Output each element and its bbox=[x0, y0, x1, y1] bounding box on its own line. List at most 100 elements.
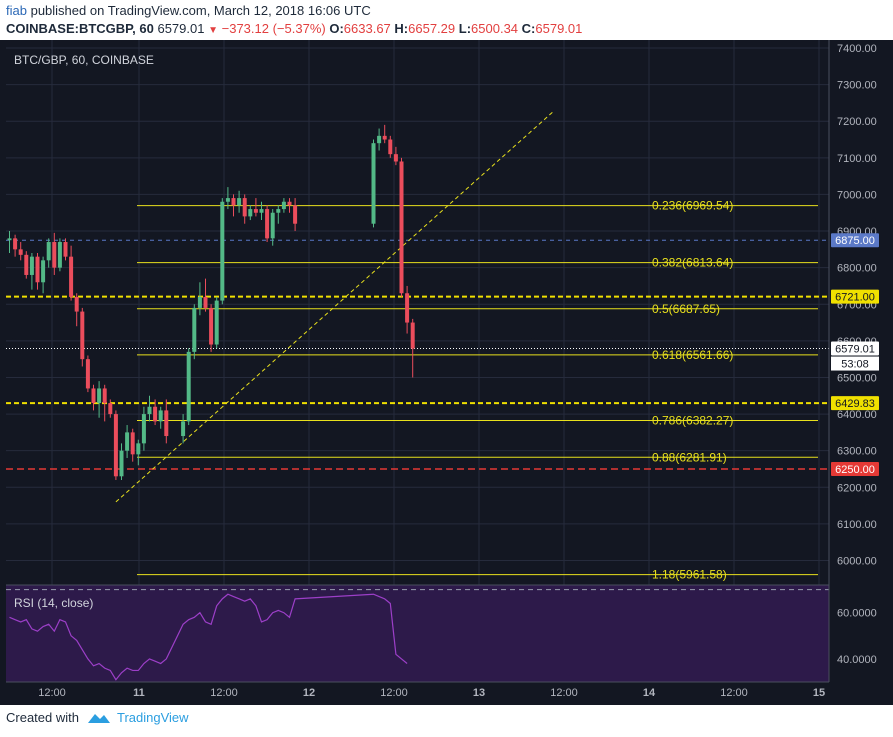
candle-body bbox=[97, 388, 102, 404]
price-tick-label: 7100.00 bbox=[837, 153, 877, 165]
rsi-pane-background bbox=[6, 585, 829, 682]
candle-body bbox=[158, 410, 163, 422]
price-badge bbox=[831, 341, 879, 356]
symbol-label: COINBASE:BTCGBP, 60 bbox=[6, 21, 154, 36]
price-badge-label: 6721.00 bbox=[835, 292, 875, 304]
time-tick-label: 11 bbox=[133, 687, 145, 699]
candle-body bbox=[69, 256, 74, 297]
candle-body bbox=[253, 209, 258, 213]
publisher-name[interactable]: fiab bbox=[6, 3, 27, 18]
candle-body bbox=[265, 209, 270, 239]
time-tick-label: 13 bbox=[473, 687, 485, 699]
open-value: 6633.67 bbox=[343, 21, 391, 36]
fib-label: 0.382(6813.64) bbox=[652, 256, 733, 270]
candle-body bbox=[197, 296, 202, 308]
candle-body bbox=[371, 143, 376, 224]
price-tick-label: 6500.00 bbox=[837, 372, 877, 384]
price-axis-bg bbox=[829, 40, 893, 705]
open-label: O: bbox=[329, 21, 344, 36]
candle-body bbox=[91, 388, 96, 404]
candle-body bbox=[102, 388, 107, 404]
candle-body bbox=[147, 406, 152, 415]
fibonacci-retracement: 0.236(6969.54) 0.382(6813.64) 0.5(6687.65)… bbox=[137, 199, 818, 582]
candle-body bbox=[80, 311, 85, 360]
candle-body bbox=[293, 205, 298, 224]
candle-body bbox=[237, 198, 242, 206]
candle-body bbox=[164, 410, 169, 437]
candle-body bbox=[63, 242, 68, 257]
candle-body bbox=[382, 135, 387, 140]
price-chart[interactable]: 0.236(6969.54) 0.382(6813.64) 0.5(6687.65)… bbox=[0, 40, 893, 705]
candle-body bbox=[41, 260, 46, 283]
candle-body bbox=[281, 201, 286, 210]
candle-body bbox=[119, 450, 124, 477]
tradingview-logo-icon[interactable] bbox=[87, 711, 111, 725]
candle-body bbox=[57, 242, 62, 268]
price-tick-label: 6800.00 bbox=[837, 263, 877, 275]
candle-body bbox=[276, 209, 281, 213]
close-label: C: bbox=[521, 21, 536, 36]
candle-body bbox=[153, 406, 158, 422]
candle-body bbox=[113, 414, 118, 477]
time-tick-label: 12:00 bbox=[720, 687, 748, 699]
price-tick-label: 7200.00 bbox=[837, 116, 877, 128]
axes: 6000.00 6100.00 6200.00 6300.00 6400.00 6500.… bbox=[6, 40, 893, 705]
rsi-line bbox=[9, 593, 408, 681]
price-badge-label: 6875.00 bbox=[835, 235, 875, 247]
time-tick-label: 12 bbox=[303, 687, 315, 699]
price-tick-label: 6100.00 bbox=[837, 519, 877, 531]
price-tick-label: 7000.00 bbox=[837, 189, 877, 201]
price-tick-label: 6400.00 bbox=[837, 409, 877, 421]
candle-body bbox=[125, 432, 130, 451]
candle-body bbox=[393, 154, 398, 162]
candle-body bbox=[181, 421, 186, 437]
chart-title: BTC/GBP, 60, COINBASE bbox=[14, 53, 154, 67]
rsi-tick-label: 40.0000 bbox=[837, 654, 877, 666]
down-arrow-icon: ▼ bbox=[208, 25, 218, 36]
rsi-label: RSI (14, close) bbox=[14, 596, 93, 610]
rsi-tick-label: 60.0000 bbox=[837, 608, 877, 620]
candle-body bbox=[13, 238, 18, 250]
countdown-badge bbox=[831, 356, 879, 371]
candle-body bbox=[136, 443, 141, 455]
candle-body bbox=[24, 254, 29, 275]
candle-body bbox=[287, 201, 292, 206]
fib-label: 0.236(6969.54) bbox=[652, 199, 733, 213]
candle-body bbox=[248, 209, 253, 217]
candle-body bbox=[85, 359, 90, 389]
price-badge bbox=[831, 233, 879, 248]
footer: Created with TradingView bbox=[6, 710, 189, 725]
price-tick-label: 7300.00 bbox=[837, 80, 877, 92]
time-tick-label: 12:00 bbox=[550, 687, 578, 699]
price-badge bbox=[831, 461, 879, 476]
candle-body bbox=[130, 432, 135, 455]
candle-body bbox=[46, 242, 51, 261]
time-tick-label: 12:00 bbox=[380, 687, 408, 699]
high-label: H: bbox=[394, 21, 409, 36]
candle-body bbox=[405, 293, 410, 323]
ohlc-line: COINBASE:BTCGBP, 60 6579.01 ▼ −373.12 (−… bbox=[6, 21, 582, 36]
fib-label: 0.5(6687.65) bbox=[652, 302, 720, 316]
fib-label: 0.618(6561.66) bbox=[652, 348, 733, 362]
low-value: 6500.34 bbox=[471, 21, 519, 36]
high-value: 6657.29 bbox=[408, 21, 456, 36]
candle-body bbox=[203, 296, 208, 308]
price-tick-label: 6000.00 bbox=[837, 556, 877, 568]
candle-body bbox=[270, 212, 275, 239]
candle-body bbox=[231, 198, 236, 206]
time-tick-label: 15 bbox=[813, 687, 825, 699]
horizontal-lines bbox=[6, 239, 829, 470]
time-tick-label: 14 bbox=[643, 687, 656, 699]
candle-body bbox=[18, 249, 23, 255]
candle-body bbox=[220, 201, 225, 301]
candle-body bbox=[141, 414, 146, 444]
candle-body bbox=[7, 238, 12, 241]
fib-label: 0.88(6281.91) bbox=[652, 450, 727, 464]
candle-body bbox=[192, 307, 197, 352]
candle-body bbox=[242, 198, 247, 217]
tradingview-link[interactable]: TradingView bbox=[116, 710, 189, 725]
candle-body bbox=[399, 161, 404, 294]
price-change: −373.12 (−5.37%) bbox=[221, 21, 326, 36]
price-tick-label: 6300.00 bbox=[837, 446, 877, 458]
price-badge-label: 6429.83 bbox=[835, 398, 875, 410]
